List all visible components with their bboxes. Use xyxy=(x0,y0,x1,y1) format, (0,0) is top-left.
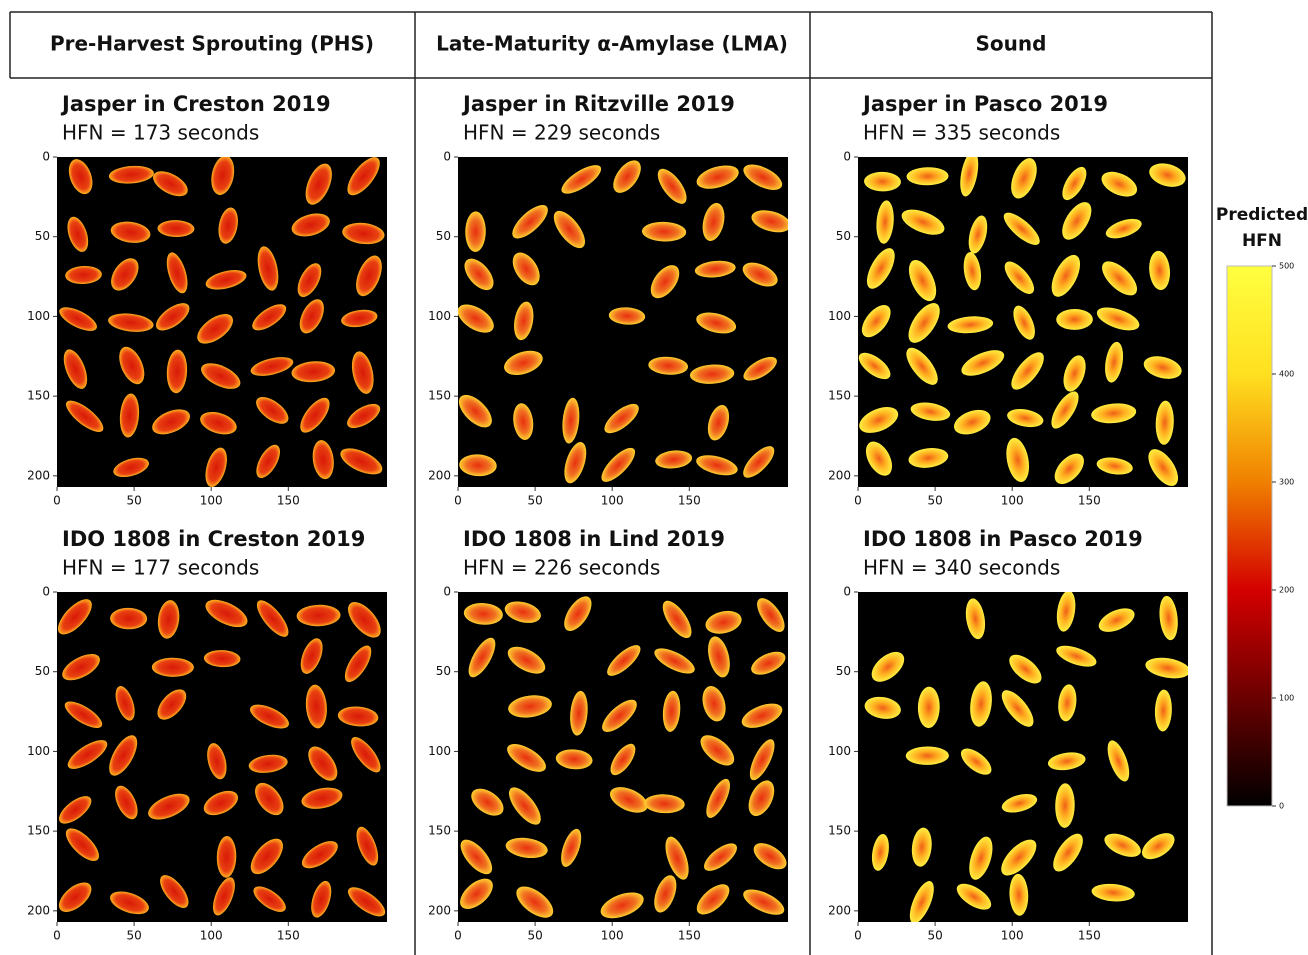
y-tick-label: 0 xyxy=(443,585,451,599)
y-tick-label: 200 xyxy=(828,903,851,917)
x-tick-label: 0 xyxy=(53,929,61,943)
colorbar-tick-label: 100 xyxy=(1279,694,1294,703)
panel-subtitle: HFN = 177 seconds xyxy=(62,556,259,580)
y-tick-label: 150 xyxy=(27,824,50,838)
y-tick-label: 0 xyxy=(42,150,50,164)
colorbar-tick-label: 500 xyxy=(1279,262,1294,271)
y-tick-label: 50 xyxy=(836,664,851,678)
x-tick-label: 100 xyxy=(601,929,624,943)
y-tick-label: 200 xyxy=(27,903,50,917)
x-tick-label: 100 xyxy=(1001,494,1024,508)
colorbar xyxy=(1227,266,1272,806)
y-tick-label: 100 xyxy=(828,744,851,758)
panel-subtitle: HFN = 229 seconds xyxy=(463,121,660,145)
colorbar-tick-label: 400 xyxy=(1279,370,1294,379)
panel-subtitle: HFN = 340 seconds xyxy=(863,556,1060,580)
y-tick-label: 0 xyxy=(843,150,851,164)
x-tick-label: 50 xyxy=(126,494,141,508)
colorbar-title: HFN xyxy=(1242,231,1282,251)
y-tick-label: 200 xyxy=(428,468,451,482)
x-tick-label: 50 xyxy=(527,929,542,943)
y-tick-label: 0 xyxy=(42,585,50,599)
panel-subtitle: HFN = 335 seconds xyxy=(863,121,1060,145)
y-tick-label: 100 xyxy=(828,309,851,323)
x-tick-label: 50 xyxy=(126,929,141,943)
x-tick-label: 0 xyxy=(454,494,462,508)
y-tick-label: 50 xyxy=(436,664,451,678)
x-tick-label: 150 xyxy=(1078,494,1101,508)
y-tick-label: 100 xyxy=(27,309,50,323)
panel-title: Jasper in Ritzville 2019 xyxy=(461,92,735,116)
panel-title: IDO 1808 in Pasco 2019 xyxy=(863,527,1143,551)
y-tick-label: 150 xyxy=(428,824,451,838)
x-tick-label: 150 xyxy=(1078,929,1101,943)
panel-title: IDO 1808 in Lind 2019 xyxy=(463,527,725,551)
column-header: Late-Maturity α-Amylase (LMA) xyxy=(436,32,788,56)
x-tick-label: 0 xyxy=(854,929,862,943)
colorbar-title: Predicted xyxy=(1216,205,1308,225)
y-tick-label: 200 xyxy=(428,903,451,917)
colorbar-tick-label: 200 xyxy=(1279,586,1294,595)
y-tick-label: 50 xyxy=(35,664,50,678)
x-tick-label: 100 xyxy=(601,494,624,508)
y-tick-label: 150 xyxy=(428,389,451,403)
panel-subtitle: HFN = 173 seconds xyxy=(62,121,259,145)
y-tick-label: 200 xyxy=(828,468,851,482)
x-tick-label: 150 xyxy=(277,929,300,943)
y-tick-label: 150 xyxy=(828,824,851,838)
x-tick-label: 0 xyxy=(854,494,862,508)
y-tick-label: 150 xyxy=(27,389,50,403)
y-tick-label: 50 xyxy=(436,229,451,243)
panel-title: Jasper in Creston 2019 xyxy=(60,92,331,116)
colorbar-tick-label: 300 xyxy=(1279,478,1294,487)
column-header: Pre-Harvest Sprouting (PHS) xyxy=(50,32,374,56)
panel-subtitle: HFN = 226 seconds xyxy=(463,556,660,580)
y-tick-label: 200 xyxy=(27,468,50,482)
x-tick-label: 100 xyxy=(200,494,223,508)
column-header: Sound xyxy=(976,32,1047,56)
panel-title: Jasper in Pasco 2019 xyxy=(861,92,1108,116)
y-tick-label: 100 xyxy=(428,309,451,323)
x-tick-label: 50 xyxy=(527,494,542,508)
figure: Pre-Harvest Sprouting (PHS) Late-Maturity… xyxy=(0,0,1308,955)
y-tick-label: 50 xyxy=(35,229,50,243)
x-tick-label: 0 xyxy=(53,494,61,508)
y-tick-label: 50 xyxy=(836,229,851,243)
x-tick-label: 150 xyxy=(678,929,701,943)
x-tick-label: 50 xyxy=(927,494,942,508)
y-tick-label: 0 xyxy=(443,150,451,164)
x-tick-label: 0 xyxy=(454,929,462,943)
y-tick-label: 100 xyxy=(27,744,50,758)
x-tick-label: 100 xyxy=(200,929,223,943)
y-tick-label: 0 xyxy=(843,585,851,599)
x-tick-label: 150 xyxy=(277,494,300,508)
y-tick-label: 150 xyxy=(828,389,851,403)
y-tick-label: 100 xyxy=(428,744,451,758)
x-tick-label: 150 xyxy=(678,494,701,508)
x-tick-label: 100 xyxy=(1001,929,1024,943)
colorbar-tick-label: 0 xyxy=(1279,802,1284,811)
x-tick-label: 50 xyxy=(927,929,942,943)
panel-title: IDO 1808 in Creston 2019 xyxy=(62,527,365,551)
